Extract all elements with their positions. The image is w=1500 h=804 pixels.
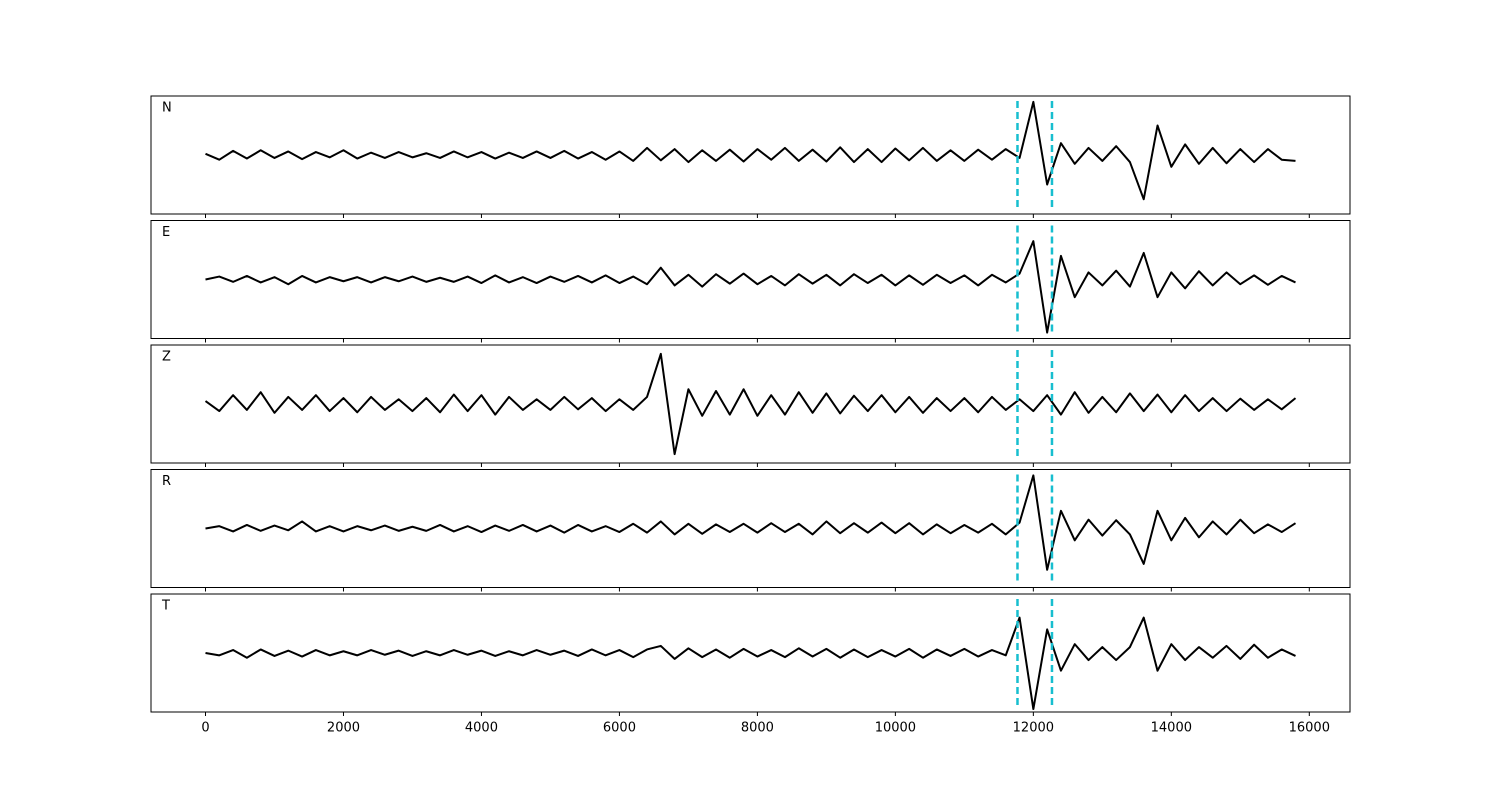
x-tick-label: 8000	[741, 721, 774, 736]
trace	[205, 100, 1296, 201]
panel-frame	[150, 95, 1351, 215]
panel-label: T	[161, 599, 170, 614]
trace	[204, 352, 1297, 456]
panel-frame	[150, 344, 1351, 464]
trace	[205, 474, 1297, 571]
x-tick-label: 4000	[465, 721, 498, 736]
x-tick-label: 6000	[603, 721, 636, 736]
x-tick-label: 0	[201, 721, 209, 736]
panel-label: E	[162, 225, 170, 240]
x-tick-label: 2000	[327, 721, 360, 736]
panel-frame	[150, 593, 1351, 713]
panel-label: Z	[162, 350, 171, 365]
x-tick-label: 16000	[1289, 721, 1330, 736]
x-tick-label: 10000	[875, 721, 916, 736]
x-tick-label: 14000	[1151, 721, 1192, 736]
trace	[205, 240, 1296, 334]
panel-label: R	[162, 474, 171, 489]
panel-label: N	[162, 101, 172, 116]
trace	[205, 616, 1296, 711]
x-tick-label: 12000	[1013, 721, 1054, 736]
panel-frame	[150, 469, 1351, 588]
panel-frame	[150, 220, 1351, 339]
